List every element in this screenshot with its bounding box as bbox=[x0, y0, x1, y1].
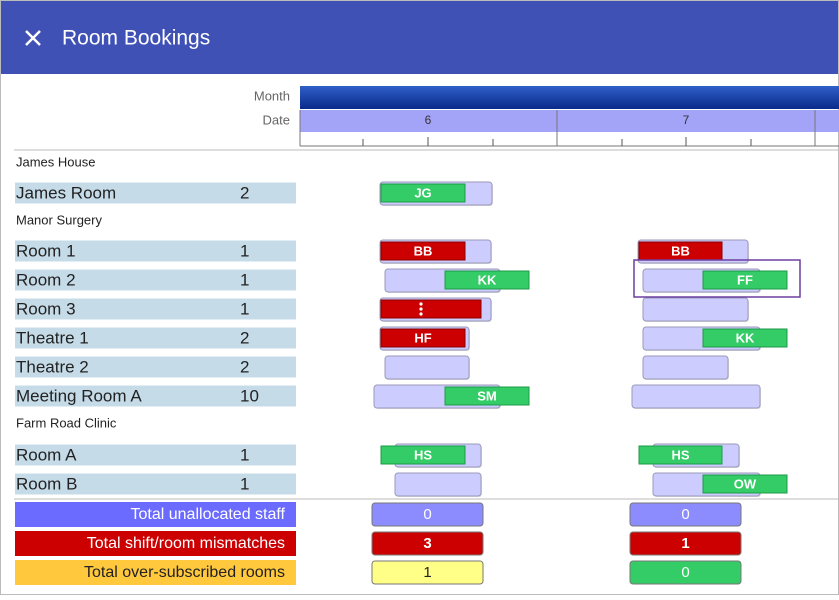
room-row-bg bbox=[15, 298, 296, 320]
staff-initials: OW bbox=[734, 476, 757, 491]
room-capacity: 2 bbox=[240, 328, 249, 347]
room-name: Room A bbox=[16, 445, 77, 464]
month-label: Month bbox=[254, 88, 290, 103]
room-name: Meeting Room A bbox=[16, 386, 142, 405]
total-box bbox=[371, 560, 484, 585]
group-label: Manor Surgery bbox=[16, 212, 102, 227]
total-value: 3 bbox=[423, 535, 431, 552]
header-title: Room Bookings bbox=[62, 27, 210, 50]
close-button[interactable] bbox=[25, 30, 41, 46]
room-name: Theatre 1 bbox=[16, 328, 89, 347]
room-name: Room 3 bbox=[16, 299, 76, 318]
total-box bbox=[629, 560, 742, 585]
group-label: Farm Road Clinic bbox=[16, 415, 117, 430]
room-row-bg bbox=[15, 327, 296, 349]
total-box bbox=[629, 502, 742, 527]
staff-chip[interactable] bbox=[380, 445, 466, 465]
staff-initials: SM bbox=[477, 388, 497, 403]
staff-chip[interactable] bbox=[702, 474, 788, 494]
header-bar bbox=[1, 1, 838, 74]
room-capacity: 10 bbox=[240, 386, 259, 405]
totals-label-bg bbox=[15, 502, 296, 527]
room-slot[interactable] bbox=[642, 355, 729, 380]
room-row-bg bbox=[15, 269, 296, 291]
room-name: Room B bbox=[16, 474, 77, 493]
room-capacity: 1 bbox=[240, 299, 249, 318]
total-box bbox=[371, 531, 484, 556]
more-icon-dot bbox=[419, 302, 423, 306]
totals-label-bg bbox=[15, 560, 296, 585]
room-row-bg bbox=[15, 385, 296, 407]
room-row-bg bbox=[15, 240, 296, 262]
date-bar bbox=[300, 110, 839, 132]
total-value: 1 bbox=[681, 535, 689, 552]
room-capacity: 1 bbox=[240, 474, 249, 493]
room-name: Theatre 2 bbox=[16, 357, 89, 376]
totals-label: Total over-subscribed rooms bbox=[84, 564, 285, 581]
staff-chip[interactable] bbox=[380, 299, 482, 319]
room-name: Room 2 bbox=[16, 270, 76, 289]
total-value: 0 bbox=[681, 564, 689, 581]
staff-chip[interactable] bbox=[380, 328, 466, 348]
staff-initials: BB bbox=[671, 243, 690, 258]
more-icon-dot bbox=[419, 312, 423, 316]
room-slot[interactable] bbox=[631, 384, 761, 409]
room-capacity: 1 bbox=[240, 241, 249, 260]
totals-label: Total shift/room mismatches bbox=[87, 535, 285, 552]
room-capacity: 2 bbox=[240, 357, 249, 376]
date-text: 6 bbox=[425, 113, 432, 127]
staff-initials: KK bbox=[736, 330, 755, 345]
staff-chip[interactable] bbox=[702, 270, 788, 290]
date-text: 7 bbox=[683, 113, 690, 127]
staff-initials: JG bbox=[414, 185, 431, 200]
totals-label: Total unallocated staff bbox=[131, 506, 286, 523]
more-icon-dot bbox=[419, 307, 423, 311]
staff-initials: HF bbox=[414, 330, 431, 345]
hour-ticks bbox=[362, 137, 752, 146]
room-capacity: 1 bbox=[240, 445, 249, 464]
total-box bbox=[629, 531, 742, 556]
room-slot[interactable] bbox=[642, 297, 749, 322]
total-value: 1 bbox=[423, 564, 431, 581]
staff-chip[interactable] bbox=[380, 183, 466, 203]
total-value: 0 bbox=[423, 506, 431, 523]
staff-initials: HS bbox=[414, 447, 432, 462]
staff-chip[interactable] bbox=[638, 445, 723, 465]
month-bar bbox=[300, 86, 839, 109]
room-name: Room 1 bbox=[16, 241, 76, 260]
staff-initials: KK bbox=[478, 272, 497, 287]
room-slot[interactable] bbox=[394, 472, 482, 497]
room-capacity: 2 bbox=[240, 183, 249, 202]
staff-chip[interactable] bbox=[702, 328, 788, 348]
room-row-bg bbox=[15, 444, 296, 466]
group-label: James House bbox=[16, 154, 95, 169]
staff-chip[interactable] bbox=[444, 386, 530, 406]
staff-initials: BB bbox=[414, 243, 433, 258]
room-row-bg bbox=[15, 182, 296, 204]
date-label: Date bbox=[263, 112, 290, 127]
total-value: 0 bbox=[681, 506, 689, 523]
room-slot[interactable] bbox=[384, 355, 470, 380]
staff-initials: FF bbox=[737, 272, 753, 287]
totals-label-bg bbox=[15, 531, 296, 556]
room-name: James Room bbox=[16, 183, 116, 202]
staff-chip[interactable] bbox=[380, 241, 466, 261]
selection-outline bbox=[633, 259, 801, 298]
total-box bbox=[371, 502, 484, 527]
room-capacity: 1 bbox=[240, 270, 249, 289]
staff-chip[interactable] bbox=[444, 270, 530, 290]
room-row-bg bbox=[15, 473, 296, 495]
room-row-bg bbox=[15, 356, 296, 378]
staff-initials: HS bbox=[671, 447, 689, 462]
